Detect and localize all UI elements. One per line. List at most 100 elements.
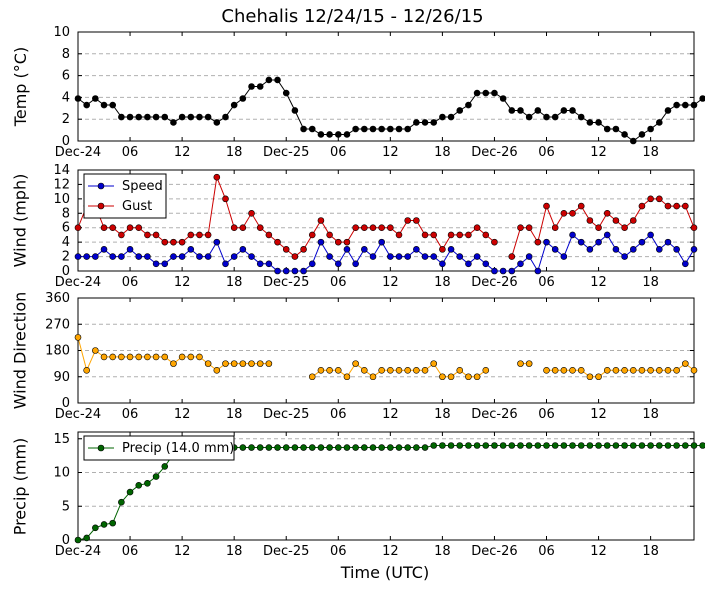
precip-point (265, 444, 273, 451)
wind-direction-point (456, 367, 464, 374)
x-tick-label: 12 (382, 145, 399, 160)
temperature-point (222, 113, 229, 121)
wind-direction-point (690, 367, 698, 374)
x-tick-label: 06 (122, 275, 139, 290)
x-tick-label: 18 (226, 145, 243, 160)
wind-point (100, 246, 108, 253)
precip-point (369, 444, 377, 451)
wind-point (482, 260, 490, 268)
x-tick-label: 06 (122, 145, 139, 160)
precip-point (152, 473, 160, 480)
wind-direction-point (647, 367, 654, 374)
precip-point (447, 442, 455, 449)
plot-frame (77, 297, 695, 404)
wind-point (196, 253, 203, 260)
wind-point (586, 217, 594, 224)
temperature-point (560, 107, 568, 114)
wind-direction-point (465, 373, 472, 381)
temperature-point (92, 95, 99, 102)
precip-point (551, 442, 559, 449)
temperature-point (682, 101, 689, 109)
precip-point (499, 442, 507, 449)
temperature-point (274, 76, 281, 84)
x-tick-label: 18 (434, 275, 451, 290)
wind-point (482, 231, 490, 239)
wind-point (170, 238, 177, 246)
wind-point (230, 253, 238, 260)
precip-point (612, 442, 620, 449)
wind-point (647, 195, 654, 203)
precip-point (473, 442, 481, 449)
temperature-point (569, 107, 576, 114)
temperature-point (456, 107, 464, 114)
temperature-point (100, 101, 108, 109)
precip-point (256, 444, 264, 451)
wind-point (595, 224, 602, 232)
wind-point (282, 267, 290, 275)
wind-point (612, 246, 620, 253)
wind-point (508, 253, 516, 260)
legend-label: Precip (14.0 mm) (122, 441, 234, 456)
wind-point (352, 224, 359, 232)
wind-direction-point (369, 373, 377, 381)
x-tick-label: 18 (642, 544, 659, 559)
wind-point (404, 253, 411, 260)
y-tick-label: 10 (53, 466, 70, 481)
wind-point (152, 231, 160, 239)
wind-point (74, 224, 82, 232)
x-tick-label: 06 (330, 544, 347, 559)
wind-direction-point (83, 367, 90, 374)
wind-direction-point (109, 353, 117, 361)
wind-point (569, 231, 576, 239)
wind-direction-point (682, 360, 689, 367)
wind-point (118, 231, 125, 239)
temperature-point (499, 95, 507, 102)
wind-point (378, 238, 385, 246)
x-tick-label: 06 (538, 145, 555, 160)
temperature-point (473, 89, 481, 97)
wind-direction-point (308, 373, 316, 381)
x-tick-label: Dec-25 (263, 407, 309, 422)
wind-point (395, 231, 403, 239)
precip-point (317, 444, 325, 451)
wind-point (543, 238, 550, 246)
wind-direction-point (560, 367, 568, 374)
x-tick-label: 12 (590, 407, 607, 422)
speed-line (78, 234, 695, 273)
temperature-point (491, 89, 498, 97)
wind-point (447, 231, 455, 239)
wind-direction-point (144, 353, 151, 361)
wind-point (144, 253, 151, 260)
y-tick-label: 15 (53, 432, 70, 447)
temperature-point (612, 125, 620, 133)
wind-point (473, 253, 481, 260)
temperature-point (109, 101, 117, 109)
temperature-point (395, 125, 403, 133)
wind-direction-point (256, 360, 264, 367)
legend-marker (97, 202, 105, 210)
precip-point (300, 444, 307, 451)
wind-point (387, 224, 394, 232)
legend-marker (97, 444, 105, 452)
wind-direction-point (334, 367, 342, 374)
y-tick-label: 180 (45, 344, 70, 359)
precip-point (109, 519, 117, 527)
wind-point (387, 253, 394, 260)
precip-point (629, 442, 637, 449)
wind-direction-point (239, 360, 247, 367)
y-tick-label: 14 (53, 163, 70, 178)
wind-point (369, 253, 377, 260)
temperature-point (282, 89, 290, 97)
wind-point (629, 246, 637, 253)
x-tick-label: Dec-26 (471, 145, 517, 160)
precip-point (439, 442, 446, 449)
wind-point (256, 224, 264, 232)
precip-point (508, 442, 516, 449)
wind-point (170, 253, 177, 260)
wind-point (239, 224, 247, 232)
wind-direction-point (447, 373, 455, 381)
wind-direction-point (404, 367, 411, 374)
precip-point (126, 488, 134, 496)
precip-point (647, 442, 654, 449)
x-tick-label: 06 (122, 544, 139, 559)
